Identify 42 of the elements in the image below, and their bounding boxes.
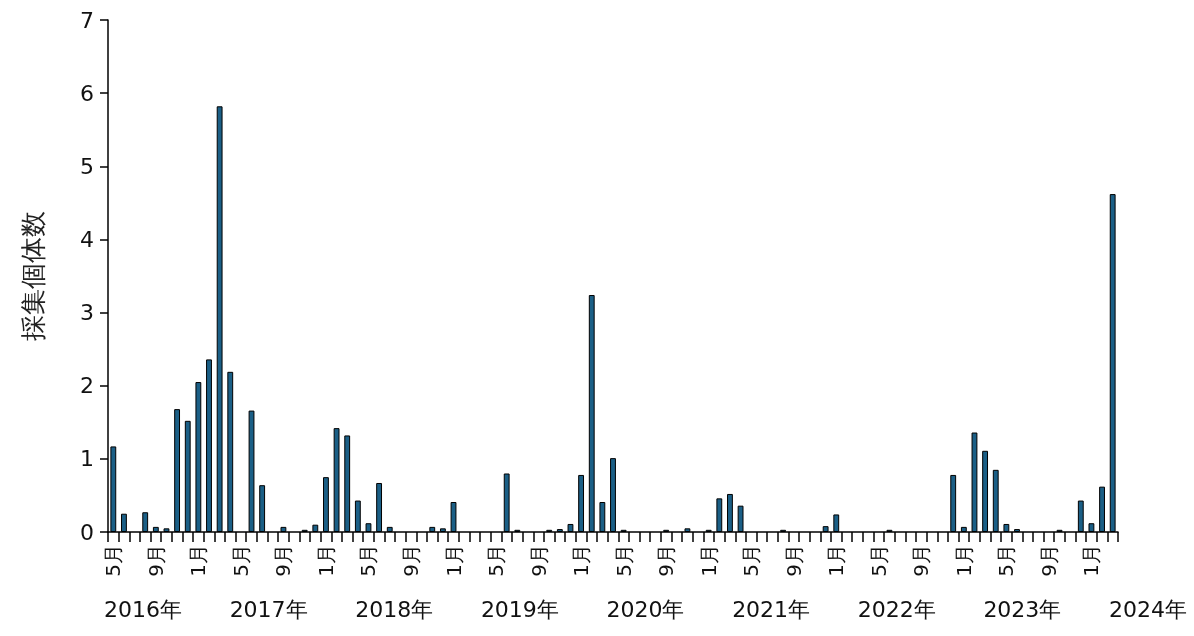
text: 2024年 [1109,596,1187,622]
y-tick-label: 7 [80,7,94,33]
x-tick-label: 9月 [654,544,679,577]
y-tick-label: 2 [80,373,94,399]
text: 2023年 [983,596,1062,622]
x-tick-label: 5月 [228,544,253,577]
y-tick-label: 3 [80,300,94,326]
y-tick-label: 0 [80,519,94,545]
x-tick-label: 5月 [484,544,509,577]
x-tick-label: 9月 [143,544,168,577]
text: 2017年 [229,596,308,622]
x-tick-label: 1月 [824,544,849,577]
y-tick-label: 4 [80,226,94,252]
text: 2020年 [606,596,685,622]
x-tick-label: 1月 [696,544,721,577]
x-tick-label: 1月 [186,544,211,577]
text: 2016年 [104,596,182,622]
x-tick-label: 9月 [526,544,551,577]
x-tick-label: 5月 [611,544,636,577]
x-tick-label: 5月 [356,544,381,577]
y-tick-label: 6 [80,80,94,106]
x-tick-label: 5月 [994,544,1019,577]
x-tick-label: 1月 [569,544,594,577]
x-tick-label: 9月 [271,544,296,577]
x-tick-label: 9月 [1036,544,1061,577]
x-tick-label: 5月 [101,544,126,577]
text: 2022年 [857,596,936,622]
text: 2018年 [355,596,434,622]
x-tick-label: 1月 [951,544,976,577]
x-tick-label: 5月 [739,544,764,577]
x-tick-label: 9月 [399,544,423,577]
y-axis-title: 採集個体数 [18,211,48,341]
x-tick-label: 1月 [313,544,338,577]
x-tick-label: 5月 [866,544,891,577]
x-tick-label: 9月 [781,544,806,577]
text: 2019年 [480,596,559,622]
y-tick-label: 1 [80,446,94,472]
x-tick-label: 1月 [441,544,466,577]
text: 2021年 [732,596,811,622]
x-tick-label: 1月 [1079,544,1104,577]
x-tick-label: 9月 [909,544,934,577]
y-tick-label: 5 [80,153,94,179]
